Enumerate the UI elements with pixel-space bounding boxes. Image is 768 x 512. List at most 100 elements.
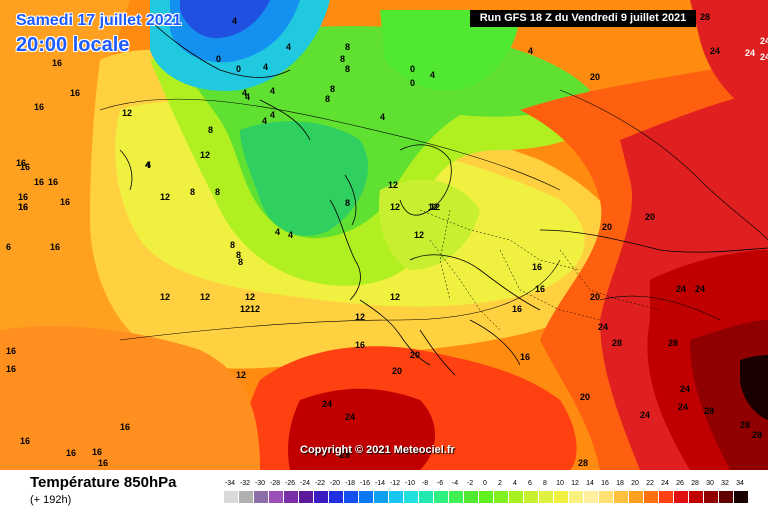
map-value-label: 16 bbox=[18, 202, 28, 212]
scale-swatch bbox=[404, 491, 419, 503]
scale-swatch bbox=[299, 491, 314, 503]
map-value-label: 16 bbox=[6, 364, 16, 374]
map-value-label: 12 bbox=[200, 292, 210, 302]
scale-label: 14 bbox=[586, 480, 594, 487]
map-value-label: 12 bbox=[355, 312, 365, 322]
map-value-label: 28 bbox=[752, 430, 762, 440]
map-value-label: 16 bbox=[66, 448, 76, 458]
map-value-label: 12 bbox=[122, 108, 132, 118]
map-value-label: 16 bbox=[520, 352, 530, 362]
scale-label: -32 bbox=[239, 480, 251, 487]
map-value-label: 16 bbox=[52, 58, 62, 68]
scale-swatch bbox=[539, 491, 554, 503]
field-cold-core-2 bbox=[180, 0, 270, 39]
scale-swatch bbox=[344, 491, 359, 503]
scale-swatch bbox=[554, 491, 569, 503]
scale-label: -12 bbox=[389, 480, 401, 487]
scale-swatch bbox=[314, 491, 329, 503]
scale-label: 4 bbox=[513, 480, 517, 487]
scale-label: 2 bbox=[498, 480, 502, 487]
scale-label: 34 bbox=[736, 480, 744, 487]
map-value-label: 4 bbox=[263, 62, 268, 72]
field-sw-orange bbox=[0, 326, 260, 470]
scale-label: -34 bbox=[224, 480, 236, 487]
scale-swatch bbox=[494, 491, 509, 503]
map-value-label: 4 bbox=[245, 92, 250, 102]
scale-label: 26 bbox=[676, 480, 684, 487]
map-value-label: 16 bbox=[535, 284, 545, 294]
field-ne-red bbox=[690, 0, 768, 120]
map-value-label: 16 bbox=[532, 262, 542, 272]
map-value-label: 28 bbox=[704, 406, 714, 416]
scale-label: 6 bbox=[528, 480, 532, 487]
map-value-label: 16 bbox=[50, 242, 60, 252]
map-value-label: 8 bbox=[345, 198, 350, 208]
map-value-label: 4 bbox=[232, 16, 237, 26]
map-value-label: 24 bbox=[640, 410, 650, 420]
forecast-date: Samedi 17 juillet 2021 bbox=[16, 12, 182, 29]
model-run-banner: Run GFS 18 Z du Vendredi 9 juillet 2021 bbox=[470, 10, 696, 27]
map-value-label: 12 bbox=[240, 304, 250, 314]
field-green-deep bbox=[240, 121, 369, 236]
map-value-label: 24 bbox=[680, 384, 690, 394]
borders bbox=[419, 209, 661, 331]
map-value-label: 24 bbox=[598, 322, 608, 332]
scale-label: -16 bbox=[359, 480, 371, 487]
scale-label: -20 bbox=[329, 480, 341, 487]
map-value-label: 8 bbox=[238, 257, 243, 267]
map-value-label: 16 bbox=[18, 202, 28, 212]
scale-swatch bbox=[434, 491, 449, 503]
scale-swatch bbox=[629, 491, 644, 503]
map-value-label: 4 bbox=[145, 160, 150, 170]
isotherms bbox=[99, 89, 768, 341]
scale-label: -22 bbox=[314, 480, 326, 487]
map-value-label: 4 bbox=[528, 46, 533, 56]
field-east-maroon bbox=[690, 320, 768, 470]
map-value-label: 8 bbox=[345, 42, 350, 52]
scale-swatch bbox=[269, 491, 284, 503]
scale-swatch bbox=[419, 491, 434, 503]
map-value-label: 24 bbox=[745, 48, 755, 58]
map-value-label: 4 bbox=[262, 116, 267, 126]
map-value-label: 8 bbox=[208, 125, 213, 135]
scale-swatch bbox=[689, 491, 704, 503]
map-value-label: 4 bbox=[286, 42, 291, 52]
scale-label: -2 bbox=[466, 480, 474, 487]
scale-label: 16 bbox=[601, 480, 609, 487]
map-value-label: 16 bbox=[92, 447, 102, 457]
scale-label: -18 bbox=[344, 480, 356, 487]
field-cold-north bbox=[380, 10, 520, 91]
map-value-label: 20 bbox=[590, 292, 600, 302]
map-value-label: 28 bbox=[340, 450, 350, 460]
parameter-title: Température 850hPa bbox=[30, 474, 177, 491]
map-value-label: 8 bbox=[236, 250, 241, 260]
map-value-label: 16 bbox=[18, 192, 28, 202]
scale-swatch bbox=[569, 491, 584, 503]
scale-swatch bbox=[464, 491, 479, 503]
scale-label: -4 bbox=[451, 480, 459, 487]
map-value-label: 4 bbox=[270, 110, 275, 120]
forecast-time: 20:00 locale bbox=[16, 34, 130, 56]
map-value-label: 12 bbox=[160, 192, 170, 202]
map-value-label: 16 bbox=[20, 162, 30, 172]
scale-swatch bbox=[284, 491, 299, 503]
scale-swatch bbox=[449, 491, 464, 503]
scale-swatch bbox=[719, 491, 734, 503]
map-value-label: 28 bbox=[668, 338, 678, 348]
scale-swatch bbox=[374, 491, 389, 503]
map-value-label: 24 bbox=[695, 284, 705, 294]
map-value-label: 8 bbox=[215, 187, 220, 197]
scale-swatch bbox=[329, 491, 344, 503]
lead-time: (+ 192h) bbox=[30, 494, 72, 506]
field-east-black bbox=[740, 355, 768, 420]
map-value-label: 4 bbox=[146, 160, 151, 170]
map-value-label: 8 bbox=[230, 240, 235, 250]
scale-label: -26 bbox=[284, 480, 296, 487]
scale-swatch bbox=[734, 491, 749, 503]
map-value-label: 4 bbox=[288, 230, 293, 240]
map-value-label: 16 bbox=[34, 102, 44, 112]
scale-swatch bbox=[224, 491, 239, 503]
scale-label: 12 bbox=[571, 480, 579, 487]
scale-label: 30 bbox=[706, 480, 714, 487]
